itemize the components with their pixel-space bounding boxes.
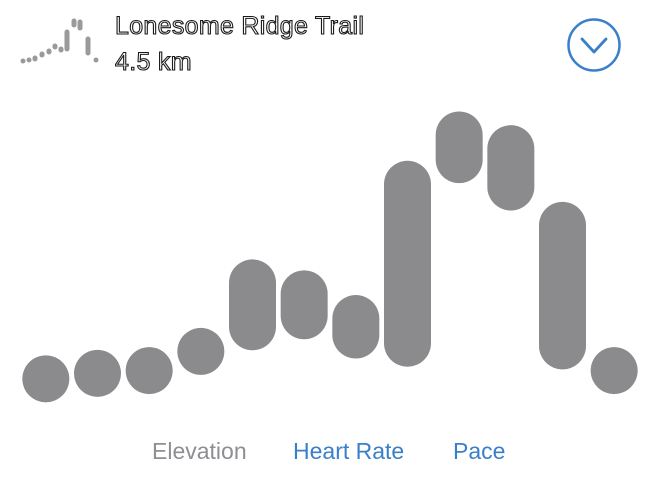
trail-distance: 4.5 km [114,47,192,76]
chart-bar-10 [487,125,535,211]
trail-title: Lonesome Ridge Trail [114,11,365,40]
chart-bar-11 [539,201,586,370]
elevation-chart [0,90,654,430]
chart-bar-3 [125,347,173,395]
metric-tabs: Elevation Heart Rate Pace [0,432,654,472]
header: Lonesome Ridge Trail 4.5 km [0,0,654,90]
elevation-sparkline-icon [20,18,99,64]
tab-heart-rate[interactable]: Heart Rate [293,438,405,464]
chart-bar-9 [435,111,483,184]
tab-pace[interactable]: Pace [453,438,506,464]
chart-bar-4 [177,327,225,375]
chart-bar-5 [229,259,276,351]
chevron-down-circle-icon[interactable] [566,17,622,73]
chart-bar-7 [332,295,380,359]
chart-bar-6 [280,270,328,340]
tab-elevation[interactable]: Elevation [152,438,247,464]
chart-bar-2 [74,349,121,397]
chart-bar-12 [590,347,638,395]
chart-bar-1 [22,355,70,403]
chart-canvas [22,111,638,403]
chart-bar-8 [384,160,431,367]
